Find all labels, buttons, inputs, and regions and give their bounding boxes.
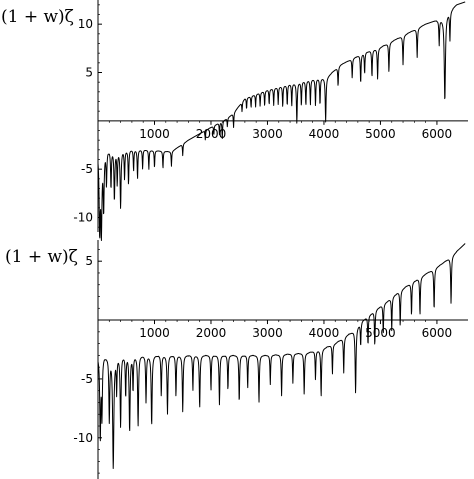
upper-x-tick-label: 2000	[196, 127, 227, 141]
upper-series-line-0	[97, 1, 466, 242]
lower-x-tick-label: 1000	[139, 326, 170, 340]
lower-chart-ylabel: (1 + w)ζ	[5, 247, 78, 267]
lower-x-tick-label: 6000	[422, 326, 453, 340]
lower-y-tick-label: -5	[81, 372, 93, 386]
upper-x-tick-label: 4000	[309, 127, 340, 141]
lower-series-line-0	[97, 243, 466, 469]
lower-x-tick-label: 4000	[309, 326, 340, 340]
upper-y-tick-label: 5	[85, 66, 93, 80]
lower-y-tick-label: 5	[85, 254, 93, 268]
lower-x-tick-label: 5000	[365, 326, 396, 340]
upper-x-tick-label: 1000	[139, 127, 170, 141]
lower-x-tick-label: 2000	[196, 326, 227, 340]
lower-y-tick-label: -10	[73, 431, 93, 445]
lower-chart-panel: (1 + w)ζ 1000 2000 3000 4000 5000 6000 -10 -5 5	[5, 240, 468, 479]
lower-x-tick-label: 3000	[252, 326, 283, 340]
upper-chart-panel: (1 + w)ζ 1000 2000 3000 4000 5000 6000 -10 -5 5 1…	[1, 0, 468, 242]
upper-y-tick-label: -5	[81, 162, 93, 176]
upper-x-tick-label: 6000	[422, 127, 453, 141]
upper-x-tick-label: 5000	[365, 127, 396, 141]
upper-y-tick-label: 10	[78, 17, 93, 31]
upper-y-tick-label: -10	[73, 211, 93, 225]
upper-x-tick-label: 3000	[252, 127, 283, 141]
upper-chart-ylabel: (1 + w)ζ	[1, 7, 74, 27]
